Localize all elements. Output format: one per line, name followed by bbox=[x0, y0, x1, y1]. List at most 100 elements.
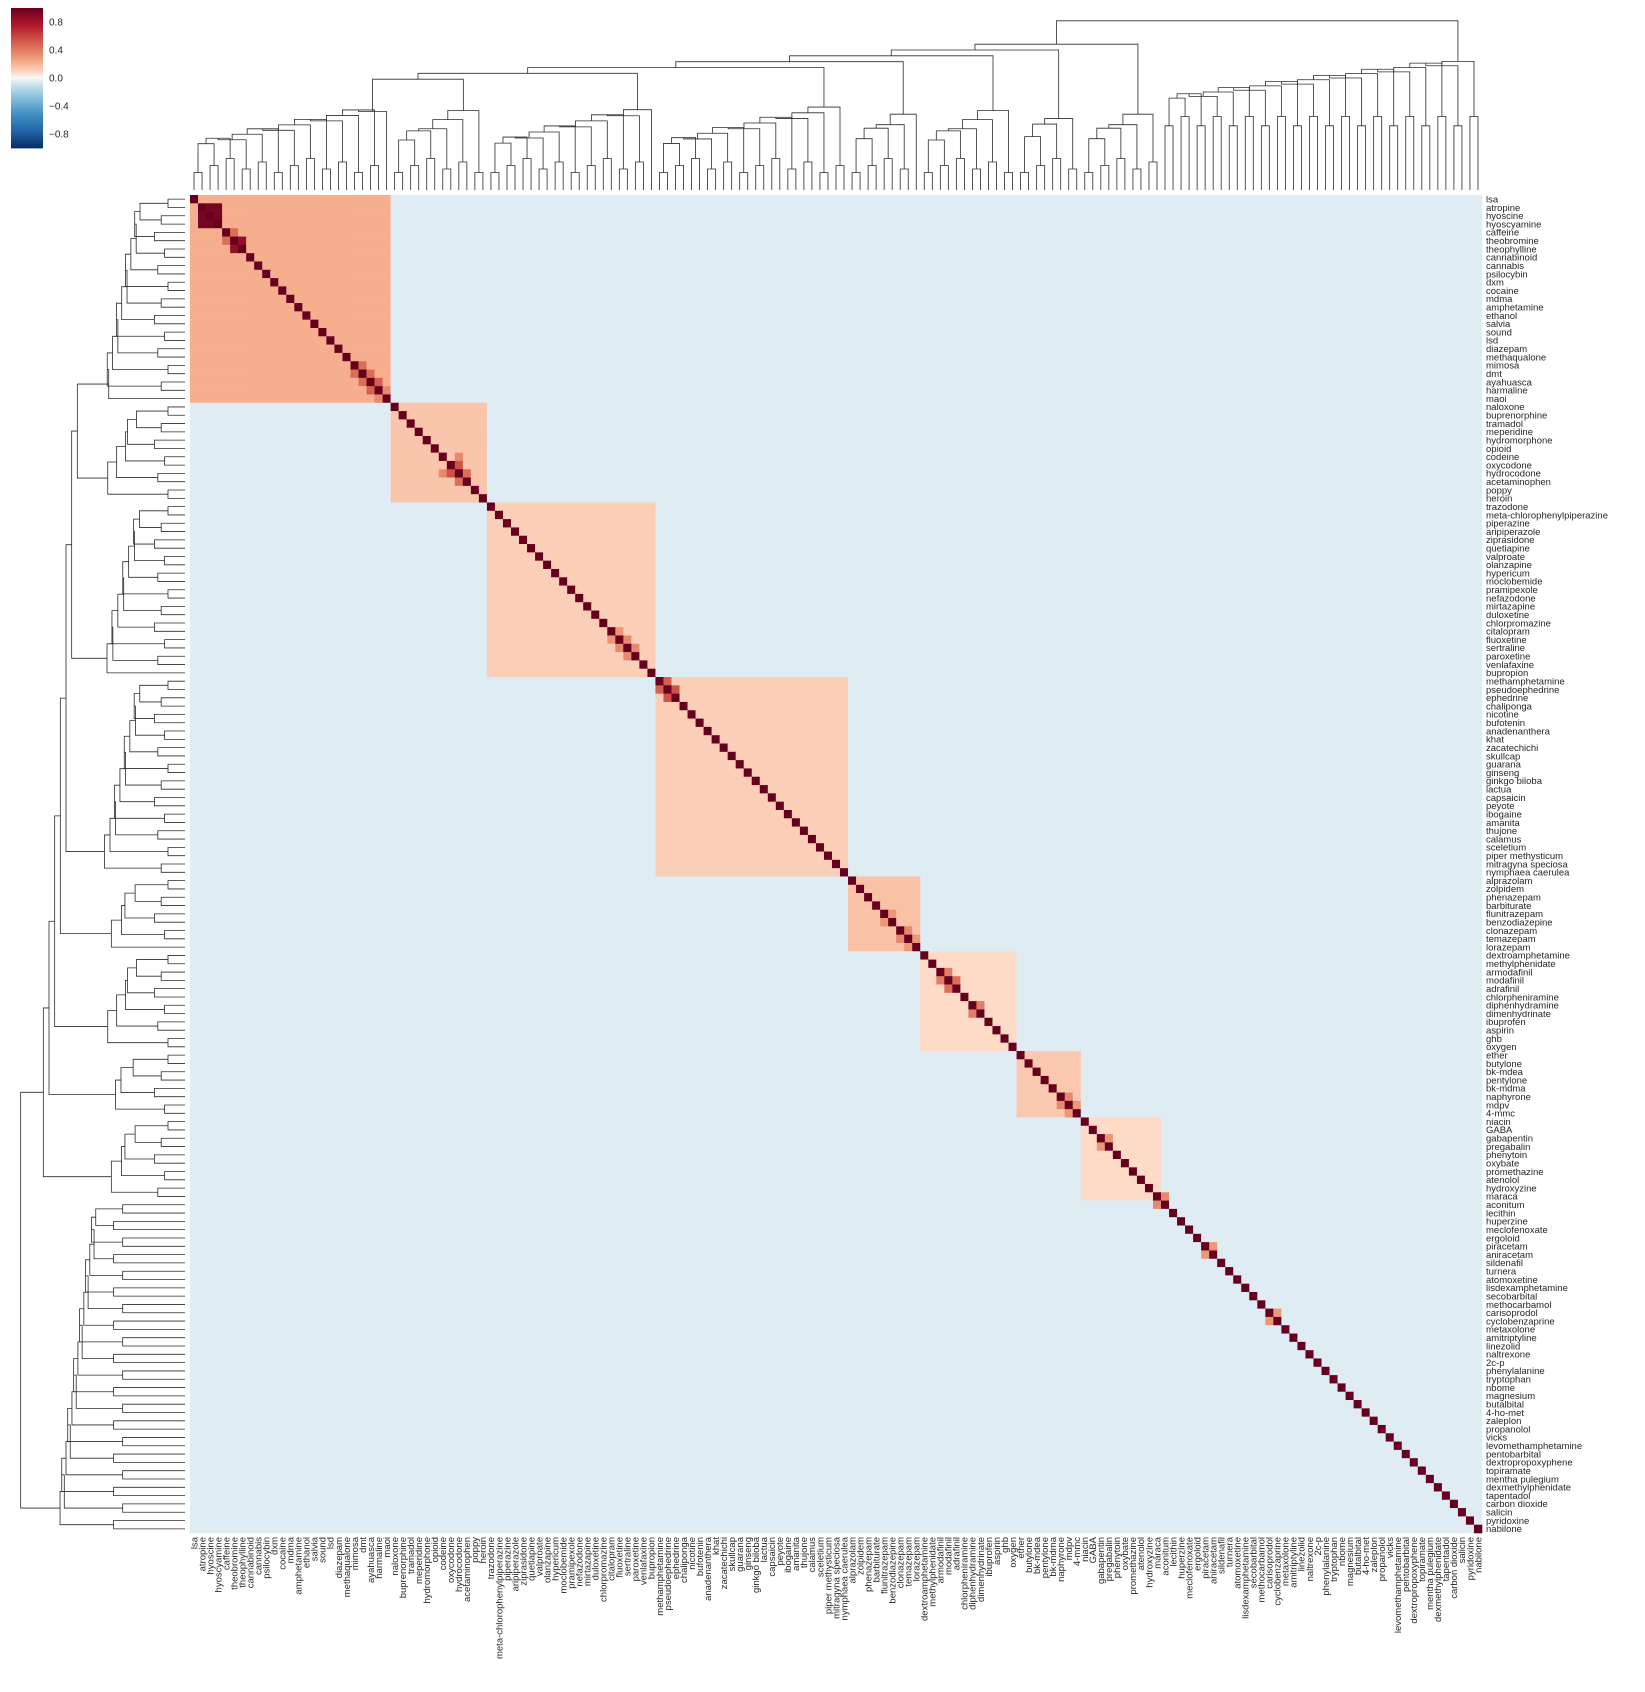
heatmap-cell bbox=[1024, 419, 1033, 428]
heatmap-cell bbox=[992, 219, 1001, 229]
dendrogram-link bbox=[119, 768, 155, 803]
heatmap-cell bbox=[727, 228, 736, 237]
heatmap-cell bbox=[1233, 361, 1242, 370]
heatmap-cell bbox=[1209, 336, 1218, 345]
heatmap-cell bbox=[711, 327, 720, 337]
heatmap-cell bbox=[470, 311, 480, 320]
dendrogram-link bbox=[1164, 125, 1174, 190]
heatmap-cell bbox=[1056, 327, 1065, 337]
heatmap-cell bbox=[358, 361, 367, 370]
heatmap-cell bbox=[462, 236, 472, 246]
dendrogram-link bbox=[122, 1237, 185, 1247]
heatmap-cell bbox=[214, 377, 223, 387]
colorbar-swatch bbox=[11, 139, 43, 141]
heatmap-cell bbox=[1136, 394, 1146, 404]
heatmap-cell bbox=[631, 269, 640, 279]
dendrogram-link bbox=[522, 158, 532, 190]
heatmap-cell bbox=[1473, 402, 1483, 412]
heatmap-cell bbox=[904, 419, 913, 428]
heatmap-cell bbox=[647, 386, 656, 395]
heatmap-cell bbox=[791, 386, 801, 395]
colorbar-swatch bbox=[11, 35, 43, 37]
heatmap-cell bbox=[1257, 228, 1266, 237]
heatmap-cell bbox=[1024, 211, 1033, 221]
heatmap-cell bbox=[334, 253, 343, 262]
heatmap-cell bbox=[1112, 352, 1122, 362]
heatmap-cell bbox=[230, 419, 239, 428]
heatmap-cell bbox=[270, 327, 279, 337]
heatmap-cell bbox=[1321, 319, 1330, 329]
heatmap-cell bbox=[687, 236, 696, 246]
heatmap-cell bbox=[679, 377, 688, 387]
heatmap-cell bbox=[1040, 419, 1049, 428]
heatmap-cell bbox=[1152, 236, 1162, 246]
heatmap-cell bbox=[1281, 294, 1290, 304]
heatmap-cell bbox=[1313, 286, 1322, 296]
heatmap-cell bbox=[398, 394, 407, 404]
heatmap-cell bbox=[1104, 377, 1114, 387]
heatmap-cell bbox=[663, 236, 672, 246]
heatmap-cell bbox=[904, 311, 913, 320]
heatmap-cell bbox=[462, 402, 472, 412]
heatmap-cell bbox=[575, 386, 584, 395]
heatmap-cell bbox=[430, 228, 440, 237]
heatmap-cell bbox=[599, 303, 608, 312]
heatmap-cell bbox=[743, 311, 753, 320]
heatmap-cell bbox=[1217, 369, 1226, 379]
heatmap-cell bbox=[1193, 419, 1202, 428]
heatmap-cell bbox=[1305, 244, 1314, 254]
heatmap-cell bbox=[783, 369, 793, 379]
heatmap-cell bbox=[631, 253, 640, 262]
heatmap-cell bbox=[519, 377, 528, 387]
heatmap-cell bbox=[1289, 269, 1298, 279]
heatmap-cell bbox=[262, 411, 271, 420]
colorbar-swatch bbox=[11, 58, 43, 60]
colorbar-swatch bbox=[11, 83, 43, 85]
heatmap-cell bbox=[478, 369, 488, 379]
heatmap-cell bbox=[695, 344, 704, 354]
dendrogram-link bbox=[20, 1091, 61, 1509]
heatmap-cell bbox=[1465, 402, 1475, 412]
heatmap-cell bbox=[1401, 253, 1411, 262]
heatmap-cell bbox=[1257, 303, 1266, 312]
heatmap-cell bbox=[928, 369, 937, 379]
heatmap-cell bbox=[198, 411, 207, 420]
heatmap-cell bbox=[1337, 319, 1346, 329]
heatmap-cell bbox=[1345, 195, 1354, 204]
heatmap-cell bbox=[703, 261, 712, 271]
heatmap-cell bbox=[334, 336, 343, 345]
heatmap-cell bbox=[559, 236, 568, 246]
heatmap-cell bbox=[270, 269, 279, 279]
heatmap-cell bbox=[647, 419, 656, 428]
heatmap-cell bbox=[1433, 195, 1443, 204]
heatmap-cell bbox=[262, 377, 271, 387]
heatmap-cell bbox=[358, 402, 367, 412]
heatmap-cell bbox=[326, 402, 335, 412]
heatmap-cell bbox=[831, 386, 841, 395]
heatmap-cell bbox=[1257, 411, 1266, 420]
heatmap-cell bbox=[478, 419, 488, 428]
heatmap-cell bbox=[1096, 278, 1106, 287]
heatmap-cell bbox=[438, 361, 448, 370]
heatmap-cell bbox=[1361, 327, 1370, 337]
dendrogram-link bbox=[972, 168, 981, 190]
heatmap-cell bbox=[1353, 369, 1362, 379]
heatmap-cell bbox=[1217, 253, 1226, 262]
heatmap-cell bbox=[262, 244, 271, 254]
heatmap-cell bbox=[936, 236, 945, 246]
heatmap-cell bbox=[623, 411, 632, 420]
heatmap-cell bbox=[1120, 386, 1130, 395]
heatmap-cell bbox=[1112, 203, 1122, 212]
heatmap-cell bbox=[1369, 278, 1378, 287]
heatmap-cell bbox=[1361, 352, 1370, 362]
heatmap-cell bbox=[1088, 361, 1098, 370]
heatmap-cell bbox=[1112, 236, 1122, 246]
colorbar-swatch bbox=[11, 68, 43, 70]
heatmap-cell bbox=[807, 402, 817, 412]
heatmap-cell bbox=[222, 311, 231, 320]
heatmap-cell bbox=[1345, 219, 1354, 229]
heatmap-cell bbox=[1433, 228, 1443, 237]
heatmap-cell bbox=[735, 228, 745, 237]
heatmap-cell bbox=[1289, 319, 1298, 329]
heatmap-cell bbox=[759, 253, 769, 262]
